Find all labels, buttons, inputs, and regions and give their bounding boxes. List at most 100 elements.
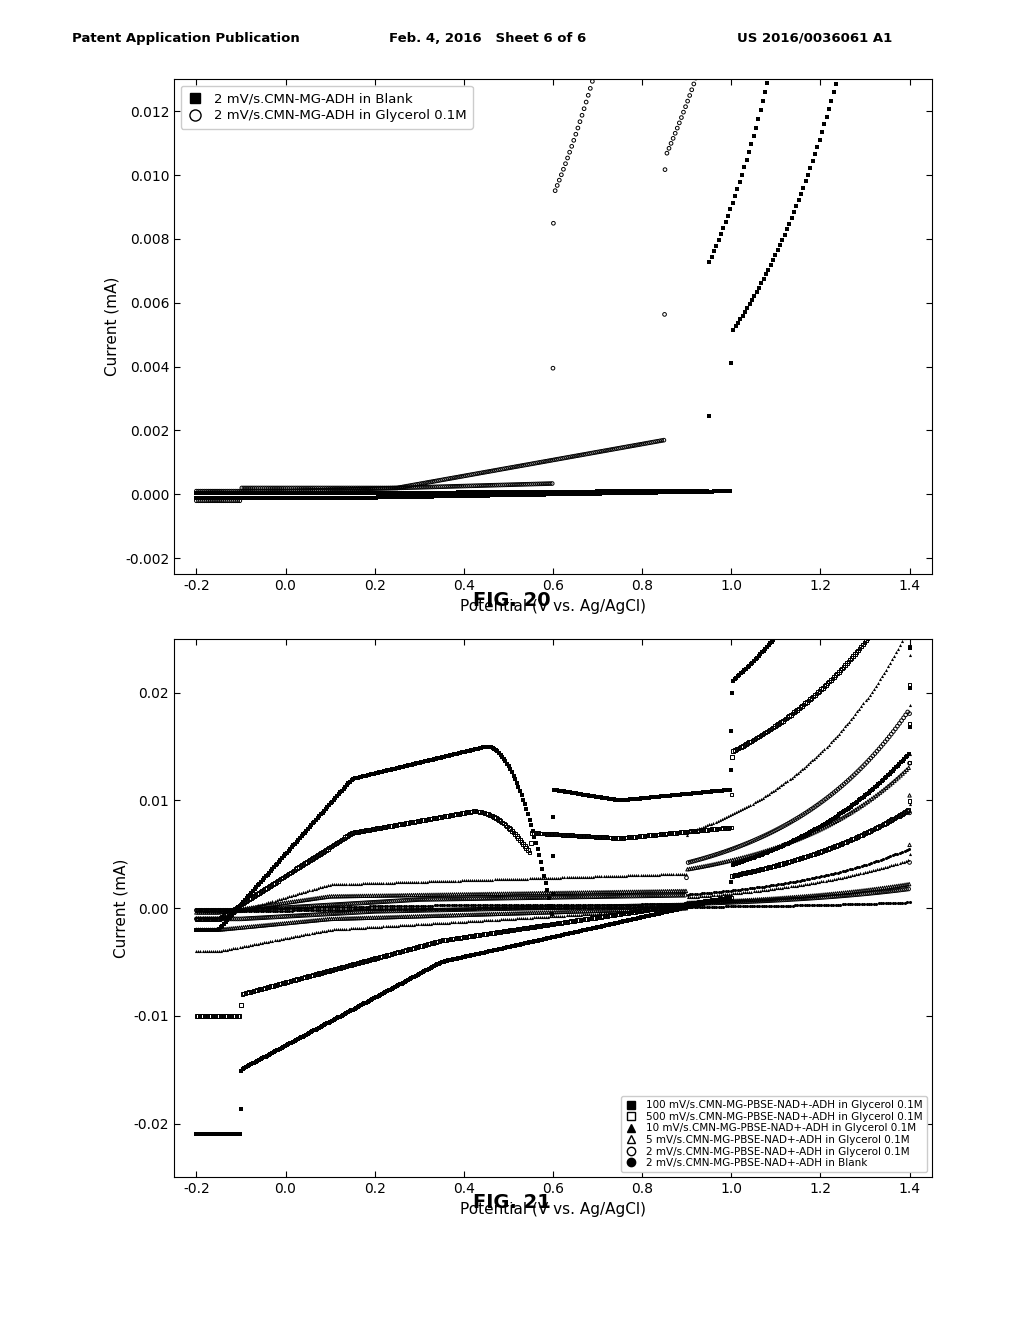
Point bbox=[777, 895, 794, 916]
Point bbox=[342, 886, 358, 907]
Point bbox=[471, 883, 487, 904]
Point bbox=[197, 941, 213, 962]
Point bbox=[213, 490, 229, 511]
Point bbox=[208, 919, 224, 940]
Point bbox=[355, 478, 372, 499]
Point bbox=[326, 482, 342, 503]
Point bbox=[523, 453, 540, 474]
Point bbox=[794, 895, 810, 916]
Point bbox=[362, 902, 379, 923]
Point bbox=[332, 894, 348, 915]
Point bbox=[307, 899, 324, 920]
Point bbox=[840, 882, 856, 903]
Point bbox=[347, 479, 364, 500]
Point bbox=[642, 886, 658, 907]
Point bbox=[331, 957, 347, 978]
Point bbox=[577, 896, 593, 917]
Point bbox=[412, 884, 428, 906]
Point bbox=[293, 487, 309, 508]
Point bbox=[554, 867, 570, 888]
Point bbox=[193, 941, 209, 962]
Point bbox=[534, 915, 550, 936]
Point bbox=[541, 883, 557, 904]
Point bbox=[204, 908, 220, 929]
Point bbox=[331, 479, 347, 500]
Point bbox=[285, 912, 301, 933]
Point bbox=[743, 880, 760, 902]
Point bbox=[395, 884, 412, 906]
Point bbox=[630, 886, 646, 907]
Point bbox=[670, 822, 686, 843]
Point bbox=[384, 759, 400, 780]
Point bbox=[475, 904, 492, 925]
Point bbox=[649, 824, 666, 845]
Point bbox=[611, 865, 628, 886]
Point bbox=[291, 487, 307, 508]
Point bbox=[738, 149, 755, 170]
Point bbox=[615, 894, 632, 915]
Point bbox=[684, 892, 700, 913]
Point bbox=[306, 478, 323, 499]
Point bbox=[473, 924, 489, 945]
Point bbox=[732, 891, 749, 912]
Point bbox=[197, 919, 213, 940]
Point bbox=[493, 744, 509, 766]
Point bbox=[623, 898, 639, 919]
Point bbox=[282, 480, 298, 502]
Point bbox=[381, 900, 397, 921]
Point bbox=[442, 928, 459, 949]
Point bbox=[700, 30, 717, 51]
Point bbox=[526, 883, 543, 904]
Point bbox=[698, 820, 715, 841]
Point bbox=[334, 957, 350, 978]
Point bbox=[605, 913, 622, 935]
Point bbox=[567, 825, 584, 846]
Point bbox=[751, 845, 767, 866]
Point bbox=[882, 846, 898, 867]
Point bbox=[291, 900, 307, 921]
Point bbox=[754, 843, 770, 865]
Point bbox=[311, 887, 328, 908]
Point bbox=[342, 824, 358, 845]
Point bbox=[289, 969, 305, 990]
Point bbox=[706, 890, 722, 911]
Point bbox=[824, 730, 841, 751]
Point bbox=[432, 906, 449, 927]
Point bbox=[678, 898, 694, 919]
Point bbox=[663, 785, 679, 807]
Point bbox=[676, 894, 692, 915]
Point bbox=[890, 585, 906, 606]
Point bbox=[636, 480, 652, 502]
Point bbox=[408, 937, 424, 958]
Point bbox=[428, 482, 444, 503]
Point bbox=[887, 759, 903, 780]
Point bbox=[432, 899, 449, 920]
Point bbox=[311, 895, 328, 916]
Point bbox=[354, 994, 371, 1015]
Point bbox=[480, 475, 497, 496]
Point bbox=[869, 882, 886, 903]
Point bbox=[701, 781, 718, 803]
Point bbox=[374, 896, 390, 917]
Point bbox=[344, 886, 360, 907]
Point bbox=[409, 871, 425, 892]
Point bbox=[436, 477, 453, 498]
Point bbox=[278, 478, 294, 499]
Point bbox=[601, 903, 617, 924]
Point bbox=[430, 807, 446, 828]
Point bbox=[333, 479, 349, 500]
Point bbox=[667, 480, 683, 502]
Point bbox=[517, 474, 534, 495]
Point bbox=[386, 895, 402, 916]
Point bbox=[850, 880, 866, 902]
Point bbox=[273, 1038, 290, 1059]
Point bbox=[364, 478, 380, 499]
Point bbox=[297, 896, 313, 917]
Point bbox=[380, 944, 396, 965]
Point bbox=[287, 925, 303, 946]
Point bbox=[821, 810, 838, 832]
Point bbox=[345, 768, 361, 789]
Point bbox=[337, 482, 353, 503]
Point bbox=[775, 774, 792, 795]
Point bbox=[519, 474, 536, 495]
